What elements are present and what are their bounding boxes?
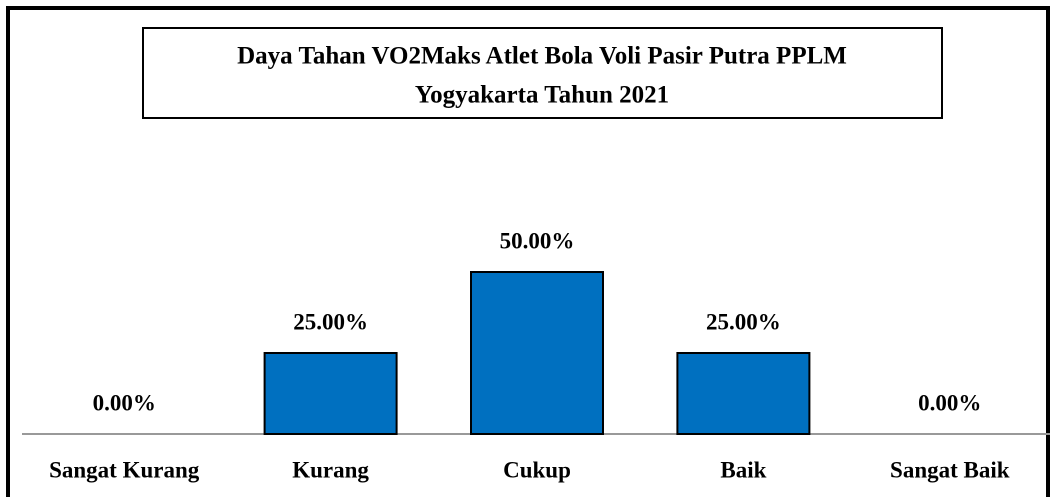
x-tick-label: Baik: [720, 457, 766, 482]
data-label: 0.00%: [918, 390, 981, 415]
bar: [676, 352, 811, 435]
bar: [470, 271, 604, 435]
data-label: 25.00%: [293, 309, 368, 334]
chart-title: Yogyakarta Tahun 2021: [415, 82, 669, 109]
x-tick-label: Sangat Baik: [890, 457, 1010, 482]
data-label: 25.00%: [706, 309, 781, 334]
x-tick-label: Kurang: [292, 457, 369, 482]
bar: [263, 352, 398, 435]
chart-title: Daya Tahan VO2Maks Atlet Bola Voli Pasir…: [237, 43, 847, 70]
x-tick-label: Cukup: [503, 457, 571, 482]
data-label: 0.00%: [93, 390, 156, 415]
data-label: 50.00%: [500, 228, 575, 253]
title-box: [142, 27, 943, 119]
x-tick-label: Sangat Kurang: [49, 457, 200, 482]
